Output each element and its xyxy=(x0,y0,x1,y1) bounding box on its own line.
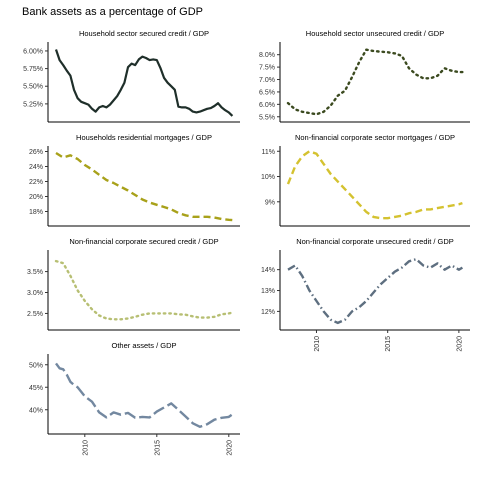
y-tick-label: 9% xyxy=(265,199,275,206)
y-tick-label: 13% xyxy=(261,288,275,295)
y-tick-label: 3.0% xyxy=(27,290,43,297)
x-tick-label: 2015 xyxy=(385,336,392,352)
y-tick-label: 45% xyxy=(29,385,43,392)
panel-title: Households residential mortgages / GDP xyxy=(76,133,212,142)
y-tick-label: 5.50% xyxy=(23,84,43,91)
y-tick-label: 5.25% xyxy=(23,101,43,108)
y-tick-label: 7.5% xyxy=(259,65,275,72)
x-tick-label: 2010 xyxy=(314,336,321,352)
panel-7: Other assets / GDP 40% 45% 50% 2010 2015 2020 xyxy=(29,341,240,456)
panel-1: Household sector secured credit / GDP 5.2… xyxy=(23,29,240,123)
panel-4: Non-financial corporate sector mortgages… xyxy=(261,133,470,227)
y-tick-label: 22% xyxy=(29,179,43,186)
panel-title: Non-financial corporate sector mortgages… xyxy=(295,133,455,142)
panel-6: Non-financial corporate unsecured credit… xyxy=(261,237,470,352)
series-line xyxy=(54,259,234,321)
x-tick-label: 2020 xyxy=(456,336,463,352)
panel-title: Non-financial corporate unsecured credit… xyxy=(296,237,454,246)
x-tick-label: 2015 xyxy=(154,440,161,456)
y-tick-label: 2.5% xyxy=(27,311,43,318)
series-line xyxy=(287,258,464,325)
series-line xyxy=(54,49,234,117)
series-line xyxy=(286,48,464,116)
y-tick-label: 6.00% xyxy=(23,48,43,55)
y-tick-label: 6.0% xyxy=(259,102,275,109)
y-tick-label: 24% xyxy=(29,164,43,171)
y-tick-label: 11% xyxy=(262,149,276,156)
y-tick-label: 50% xyxy=(29,362,43,369)
panel-title: Non-financial corporate secured credit /… xyxy=(69,237,218,246)
x-tick-label: 2010 xyxy=(82,440,89,456)
series-line xyxy=(55,362,234,428)
y-tick-label: 3.5% xyxy=(27,269,43,276)
y-tick-label: 5.5% xyxy=(259,114,275,121)
y-tick-label: 12% xyxy=(261,309,275,316)
series-line xyxy=(286,150,463,220)
y-tick-label: 26% xyxy=(29,149,43,156)
panel-2: Household sector unsecured credit / GDP 5… xyxy=(259,29,470,123)
y-tick-label: 18% xyxy=(29,209,43,216)
series-line xyxy=(55,151,233,222)
y-tick-label: 5.75% xyxy=(23,66,43,73)
y-tick-label: 6.5% xyxy=(259,89,275,96)
y-tick-label: 7.0% xyxy=(259,77,275,84)
panel-3: Households residential mortgages / GDP 18… xyxy=(29,133,240,227)
panel-5: Non-financial corporate secured credit /… xyxy=(27,237,240,331)
panel-title: Other assets / GDP xyxy=(111,341,176,350)
y-tick-label: 8.0% xyxy=(259,52,275,59)
y-tick-label: 10% xyxy=(261,174,275,181)
panels-layer: Household sector secured credit / GDP 5.2… xyxy=(23,29,470,456)
panel-title: Household sector secured credit / GDP xyxy=(79,29,209,38)
y-tick-label: 20% xyxy=(29,194,43,201)
panel-title: Household sector unsecured credit / GDP xyxy=(306,29,444,38)
chart-title: Bank assets as a percentage of GDP xyxy=(22,6,203,18)
x-tick-label: 2020 xyxy=(226,440,233,456)
y-tick-label: 40% xyxy=(29,407,43,414)
y-tick-label: 14% xyxy=(261,267,275,274)
